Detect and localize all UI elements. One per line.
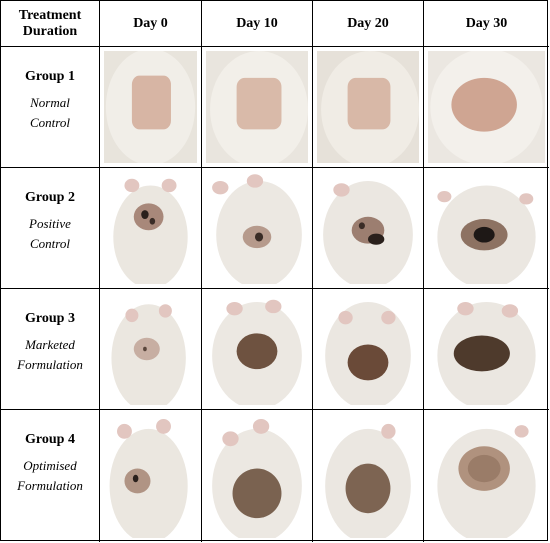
header-day-10: Day 10 [202,1,313,47]
photo-group3-day20 [313,289,424,410]
group-4-label: Group 4 Optimised Formulation [1,410,100,542]
rat-back-photo [428,51,545,163]
photo-group4-day10 [202,410,313,542]
group-desc-line-1: Marketed [25,337,75,352]
group-name: Group 2 [25,190,75,205]
group-name: Group 3 [25,311,75,326]
rat-back-photo [104,172,197,284]
header-day-20: Day 20 [313,1,424,47]
group-name: Group 1 [25,69,75,84]
group-1-label: Group 1 Normal Control [1,47,100,168]
rat-back-photo [317,293,419,405]
photo-group1-day10 [202,47,313,168]
photo-group2-day30 [424,168,549,289]
group-name: Group 4 [25,432,75,447]
rat-back-photo [104,293,197,405]
header-duration: Duration [22,23,78,39]
rat-back-photo [317,414,419,538]
rat-back-photo [206,51,308,163]
rat-back-photo [317,51,419,163]
group-desc-line-2: Control [30,115,70,130]
group-3-label: Group 3 Marketed Formulation [1,289,100,410]
photo-group1-day0 [100,47,202,168]
rat-back-photo [206,414,308,538]
photo-group3-day0 [100,289,202,410]
rat-back-photo [317,172,419,284]
photo-group4-day30 [424,410,549,542]
photo-group1-day20 [313,47,424,168]
rat-back-photo [428,414,545,538]
group-desc-line-2: Control [30,236,70,251]
rat-back-photo [428,293,545,405]
photo-group3-day30 [424,289,549,410]
header-day-0: Day 0 [100,1,202,47]
rat-back-photo [206,293,308,405]
group-desc-line-1: Optimised [23,458,77,473]
group-desc-line-1: Positive [29,216,71,231]
photo-group2-day0 [100,168,202,289]
rat-back-photo [104,414,197,538]
group-2-label: Group 2 Positive Control [1,168,100,289]
rat-back-photo [104,51,197,163]
photo-group4-day0 [100,410,202,542]
rat-back-photo [206,172,308,284]
rat-back-photo [428,172,545,284]
group-desc-line-2: Formulation [17,478,83,493]
group-desc-line-2: Formulation [17,357,83,372]
photo-group2-day20 [313,168,424,289]
header-treatment: Treatment [18,7,82,23]
photo-group2-day10 [202,168,313,289]
header-day-30: Day 30 [424,1,549,47]
photo-group3-day10 [202,289,313,410]
photo-group4-day20 [313,410,424,542]
photo-group1-day30 [424,47,549,168]
group-desc-line-1: Normal [30,95,70,110]
header-corner: Treatment Duration [1,1,100,47]
